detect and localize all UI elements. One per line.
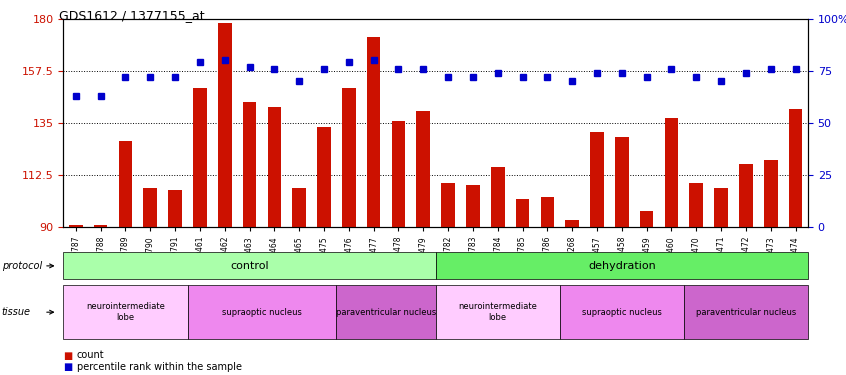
Bar xyxy=(640,211,653,227)
Bar xyxy=(516,199,530,227)
Bar xyxy=(193,88,206,227)
Text: dehydration: dehydration xyxy=(588,261,656,271)
Bar xyxy=(144,188,157,227)
Bar xyxy=(591,132,604,227)
Text: neurointermediate
lobe: neurointermediate lobe xyxy=(459,303,537,322)
Bar xyxy=(218,23,232,227)
Bar xyxy=(94,225,107,227)
Text: tissue: tissue xyxy=(2,307,30,317)
Bar xyxy=(293,188,306,227)
Bar xyxy=(317,128,331,227)
Bar xyxy=(788,109,802,227)
Bar xyxy=(541,197,554,227)
Text: paraventricular nucleus: paraventricular nucleus xyxy=(695,308,796,316)
Bar xyxy=(118,141,132,227)
Bar xyxy=(739,164,753,227)
Text: ■: ■ xyxy=(63,362,73,372)
Bar xyxy=(367,37,381,227)
Text: ■: ■ xyxy=(63,351,73,360)
Bar xyxy=(168,190,182,227)
Bar xyxy=(615,137,629,227)
Bar xyxy=(342,88,355,227)
Text: percentile rank within the sample: percentile rank within the sample xyxy=(77,362,242,372)
Text: supraoptic nucleus: supraoptic nucleus xyxy=(222,308,302,316)
Text: GDS1612 / 1377155_at: GDS1612 / 1377155_at xyxy=(59,9,205,22)
Text: supraoptic nucleus: supraoptic nucleus xyxy=(582,308,662,316)
Text: paraventricular nucleus: paraventricular nucleus xyxy=(336,308,437,316)
Text: neurointermediate
lobe: neurointermediate lobe xyxy=(86,303,165,322)
Text: count: count xyxy=(77,351,105,360)
Bar xyxy=(69,225,83,227)
Bar xyxy=(466,185,480,227)
Bar xyxy=(764,160,777,227)
Bar xyxy=(416,111,430,227)
Bar xyxy=(267,106,281,227)
Bar xyxy=(689,183,703,227)
Bar xyxy=(392,120,405,227)
Bar xyxy=(442,183,455,227)
Text: control: control xyxy=(230,261,269,271)
Bar xyxy=(565,220,579,227)
Bar xyxy=(491,167,504,227)
Text: protocol: protocol xyxy=(2,261,42,271)
Bar xyxy=(243,102,256,227)
Bar xyxy=(665,118,678,227)
Bar xyxy=(714,188,728,227)
